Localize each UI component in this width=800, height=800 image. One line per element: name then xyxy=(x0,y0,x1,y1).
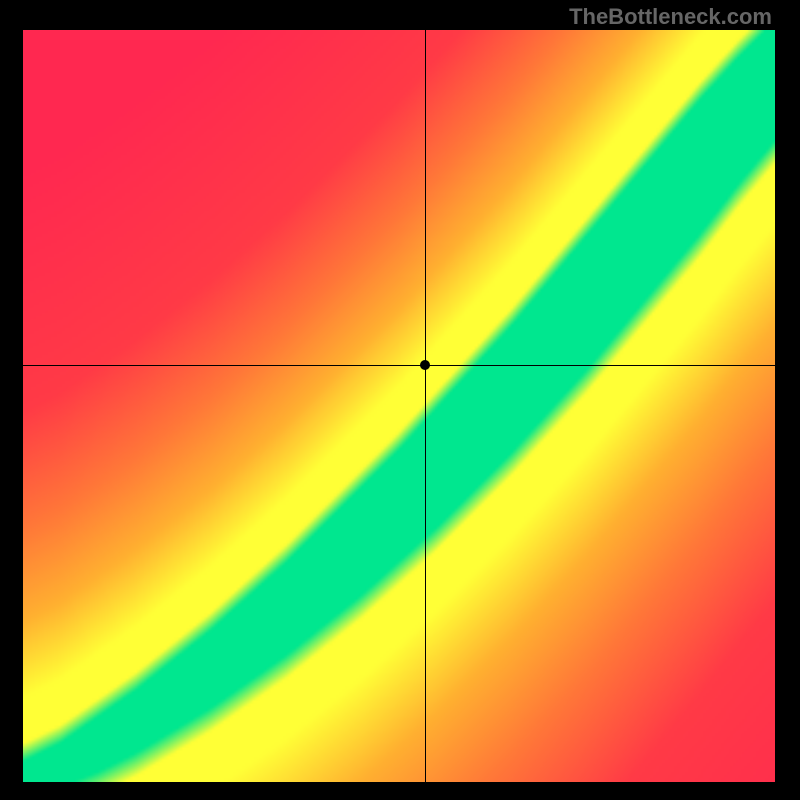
crosshair-horizontal xyxy=(23,365,775,366)
watermark: TheBottleneck.com xyxy=(569,4,772,30)
heatmap-plot xyxy=(23,30,775,782)
heatmap-canvas xyxy=(23,30,775,782)
crosshair-vertical xyxy=(425,30,426,782)
crosshair-marker[interactable] xyxy=(420,360,430,370)
